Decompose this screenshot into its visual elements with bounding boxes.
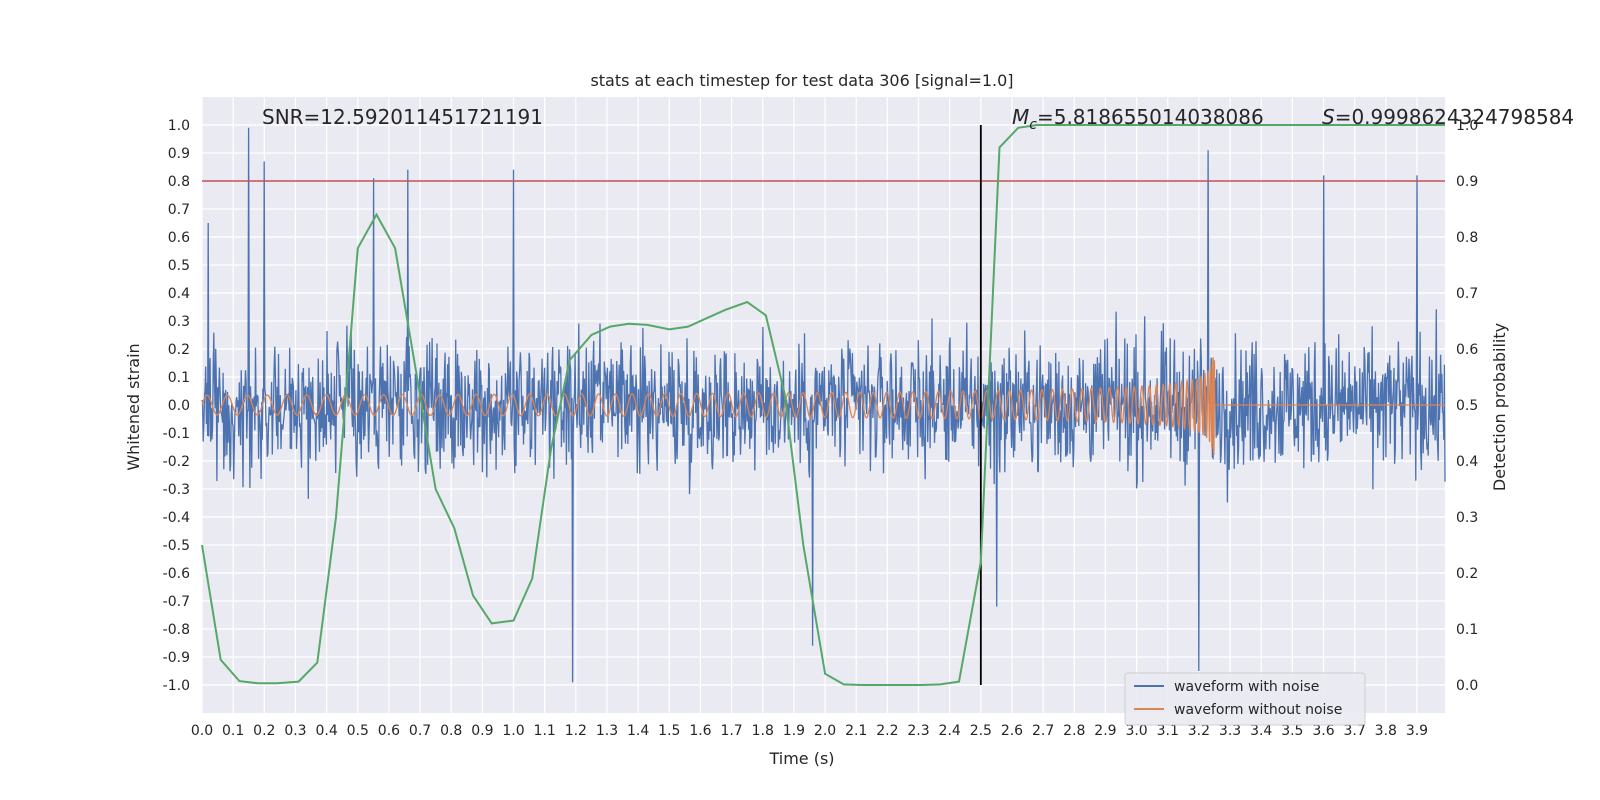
y-tick-label-right: 0.2 (1456, 566, 1478, 582)
legend: waveform with noise waveform without noi… (1124, 672, 1366, 726)
x-tick-label: 1.1 (534, 723, 556, 739)
y-tick-label-right: 0.0 (1456, 678, 1478, 694)
x-tick-label: 0.9 (471, 723, 493, 739)
chart-title: stats at each timestep for test data 306… (590, 71, 1013, 90)
y-tick-label-left: 0.3 (168, 314, 190, 330)
x-tick-label: 0.5 (347, 723, 369, 739)
y-tick-label-left: 0.2 (168, 342, 190, 358)
x-tick-label: 0.2 (253, 723, 275, 739)
x-tick-label: 0.3 (284, 723, 306, 739)
y-axis-right-label: Detection probability (1490, 323, 1509, 491)
noise-line (201, 127, 1446, 683)
series-waveform-without-noise (201, 357, 1445, 456)
x-tick-label: 0.1 (222, 723, 244, 739)
y-tick-label-left: 0.7 (168, 202, 190, 218)
y-tick-label-left: 0.0 (168, 398, 190, 414)
y-tick-label-left: -0.3 (163, 482, 190, 498)
series-detection-probability (201, 124, 1445, 686)
x-axis-ticks: 0.0 0.1 0.2 0.3 0.4 0.5 0.6 0.7 0.8 0.9 1.0 1.1 1.2 1… (191, 723, 1428, 739)
y-axis-left-label: Whitened strain (124, 343, 143, 470)
clean-line (201, 357, 1445, 456)
x-tick-label: 2.6 (1001, 723, 1023, 739)
x-tick-label: 2.5 (970, 723, 992, 739)
x-tick-label: 2.8 (1063, 723, 1085, 739)
x-tick-label: 2.3 (907, 723, 929, 739)
x-tick-label: 1.7 (720, 723, 742, 739)
y-tick-label-left: -0.2 (163, 454, 190, 470)
y-tick-label-left: 0.4 (168, 286, 190, 302)
x-tick-label: 3.0 (1125, 723, 1147, 739)
y-axis-right-ticks: 0.0 0.1 0.2 0.3 0.4 0.5 0.6 0.7 0.8 0.9 1.0 (1456, 118, 1478, 694)
y-tick-label-right: 0.7 (1456, 286, 1478, 302)
y-tick-label-left: -1.0 (163, 678, 190, 694)
chirp-mass-value: =5.818655014038086 (1037, 105, 1264, 129)
y-tick-label-right: 0.8 (1456, 230, 1478, 246)
x-tick-label: 1.3 (596, 723, 618, 739)
y-tick-label-left: -0.7 (163, 594, 190, 610)
series-waveform-with-noise (201, 127, 1446, 683)
x-tick-label: 0.6 (378, 723, 400, 739)
score-symbol: S (1322, 105, 1335, 129)
x-tick-label: 2.7 (1032, 723, 1054, 739)
legend-label-noise: waveform with noise (1174, 679, 1319, 695)
y-axis-left-ticks: -1.0 -0.9 -0.8 -0.7 -0.6 -0.5 -0.4 -0.3 -0.2 -0.1… (163, 118, 190, 694)
x-tick-label: 0.8 (440, 723, 462, 739)
legend-label-clean: waveform without noise (1174, 702, 1342, 718)
y-tick-label-left: -0.4 (163, 510, 190, 526)
x-tick-label: 0.4 (315, 723, 337, 739)
probability-line (201, 124, 1445, 686)
x-tick-label: 1.0 (502, 723, 524, 739)
x-tick-label: 0.0 (191, 723, 213, 739)
x-tick-label: 1.9 (783, 723, 805, 739)
score-annotation: S=0.9998624324798584 (1322, 105, 1574, 129)
y-tick-label-right: 1.0 (1456, 118, 1478, 134)
chirp-mass-annotation: Mc=5.818655014038086 (1012, 105, 1264, 133)
legend-box (1124, 672, 1366, 726)
y-tick-label-left: -0.6 (163, 566, 190, 582)
y-tick-label-left: -0.5 (163, 538, 190, 554)
x-tick-label: 3.1 (1157, 723, 1179, 739)
y-tick-label-right: 0.4 (1456, 454, 1478, 470)
y-tick-label-left: -0.1 (163, 426, 190, 442)
x-tick-label: 3.2 (1188, 723, 1210, 739)
chirp-mass-subscript: c (1029, 117, 1037, 133)
x-tick-label: 2.1 (845, 723, 867, 739)
x-tick-label: 1.2 (565, 723, 587, 739)
x-tick-label: 3.3 (1219, 723, 1241, 739)
x-tick-label: 3.6 (1312, 723, 1334, 739)
y-tick-label-right: 0.6 (1456, 342, 1478, 358)
y-tick-label-left: -0.8 (163, 622, 190, 638)
chirp-mass-symbol: M (1012, 105, 1029, 129)
x-tick-label: 2.9 (1094, 723, 1116, 739)
x-tick-label: 0.7 (409, 723, 431, 739)
x-tick-label: 1.6 (689, 723, 711, 739)
y-tick-label-right: 0.3 (1456, 510, 1478, 526)
x-axis-label: Time (s) (768, 749, 834, 768)
y-tick-label-right: 0.9 (1456, 174, 1478, 190)
y-tick-label-left: 0.1 (168, 370, 190, 386)
x-tick-label: 2.2 (876, 723, 898, 739)
y-tick-label-left: 0.6 (168, 230, 190, 246)
y-tick-label-right: 0.1 (1456, 622, 1478, 638)
x-tick-label: 3.7 (1344, 723, 1366, 739)
x-tick-label: 3.8 (1375, 723, 1397, 739)
y-tick-label-left: 0.5 (168, 258, 190, 274)
score-value: =0.9998624324798584 (1335, 105, 1574, 129)
x-tick-label: 1.5 (658, 723, 680, 739)
y-tick-label-left: 1.0 (168, 118, 190, 134)
x-tick-label: 2.0 (814, 723, 836, 739)
y-tick-label-right: 0.5 (1456, 398, 1478, 414)
y-tick-label-left: 0.9 (168, 146, 190, 162)
x-tick-label: 2.4 (939, 723, 961, 739)
y-tick-label-left: -0.9 (163, 650, 190, 666)
x-tick-label: 3.9 (1406, 723, 1428, 739)
x-tick-label: 1.8 (752, 723, 774, 739)
snr-annotation: SNR=12.592011451721191 (262, 105, 543, 129)
x-tick-label: 1.4 (627, 723, 649, 739)
y-tick-label-left: 0.8 (168, 174, 190, 190)
x-tick-label: 3.5 (1281, 723, 1303, 739)
x-tick-label: 3.4 (1250, 723, 1272, 739)
